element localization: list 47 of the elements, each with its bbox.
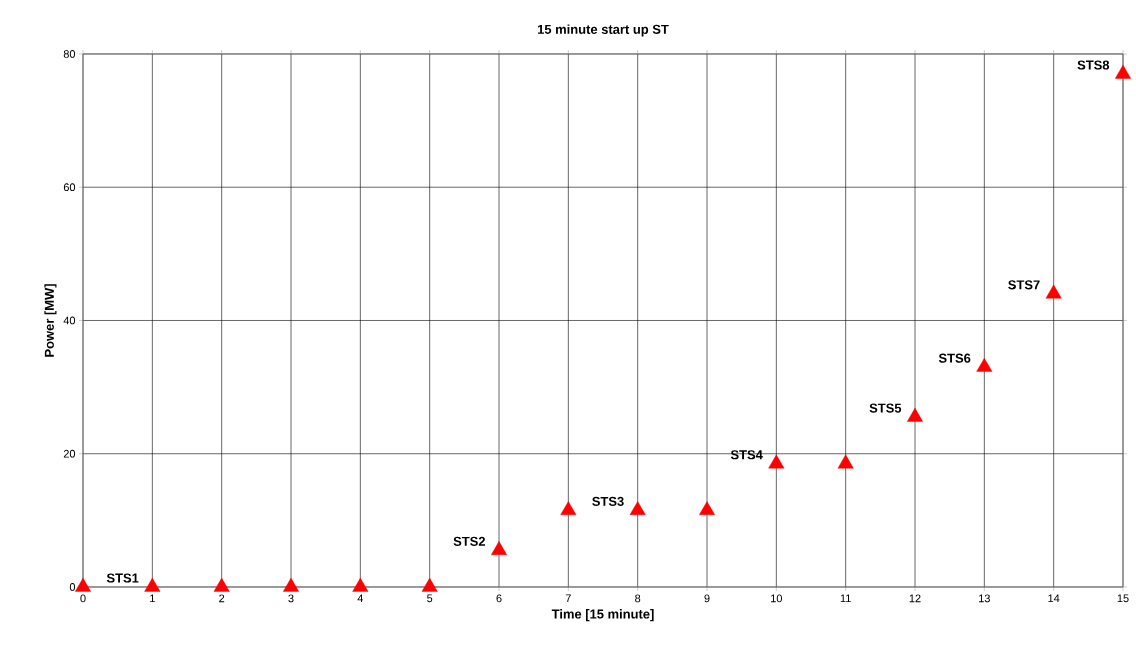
point bbox=[491, 541, 507, 556]
annotation: STS2 bbox=[453, 536, 486, 546]
annotation: STS4 bbox=[730, 450, 763, 460]
x-tick-label: 3 bbox=[288, 594, 294, 603]
x-tick-label: 12 bbox=[909, 594, 921, 603]
y-tick-label: 60 bbox=[63, 183, 76, 192]
x-tick-label: 2 bbox=[219, 594, 225, 603]
y-tick-label: 0 bbox=[69, 583, 76, 591]
x-tick-label: 5 bbox=[427, 594, 433, 603]
x-tick-label: 10 bbox=[771, 594, 782, 603]
y-axis-title: Power [MW] bbox=[44, 284, 57, 357]
y-tick-label: 80 bbox=[63, 50, 76, 58]
point bbox=[560, 501, 577, 516]
x-axis-title: Time [15 minute] bbox=[551, 609, 654, 622]
point bbox=[629, 501, 646, 516]
point bbox=[907, 407, 923, 422]
x-tick-label: 1 bbox=[150, 594, 155, 603]
point bbox=[75, 577, 91, 592]
y-tick-label: 20 bbox=[63, 449, 76, 458]
point bbox=[421, 577, 438, 592]
point bbox=[768, 454, 785, 469]
x-tick-label: 11 bbox=[840, 594, 851, 603]
annotation: STS1 bbox=[106, 573, 139, 583]
point bbox=[352, 577, 369, 592]
x-tick-label: 15 bbox=[1117, 594, 1129, 603]
point bbox=[283, 577, 299, 592]
point bbox=[1045, 284, 1062, 299]
x-tick-label: 13 bbox=[979, 594, 990, 603]
x-tick-label: 6 bbox=[496, 594, 502, 603]
annotation: STS7 bbox=[1008, 280, 1040, 290]
point bbox=[144, 577, 161, 592]
point bbox=[699, 501, 715, 516]
annotation: STS5 bbox=[869, 403, 902, 413]
point bbox=[213, 577, 230, 592]
annotation: STS3 bbox=[592, 496, 624, 506]
annotation: STS6 bbox=[938, 353, 971, 363]
x-tick-label: 8 bbox=[635, 594, 641, 603]
point bbox=[976, 357, 993, 372]
y-tick-label: 40 bbox=[63, 316, 76, 325]
x-tick-label: 4 bbox=[357, 594, 364, 603]
annotation: STS8 bbox=[1077, 60, 1110, 70]
x-tick-label: 9 bbox=[704, 594, 710, 603]
chart-title: 15 minute start up ST bbox=[537, 24, 669, 37]
x-tick-label: 14 bbox=[1048, 594, 1060, 603]
x-tick-label: 7 bbox=[565, 594, 571, 603]
point bbox=[837, 454, 854, 469]
x-tick-label: 0 bbox=[80, 594, 86, 603]
